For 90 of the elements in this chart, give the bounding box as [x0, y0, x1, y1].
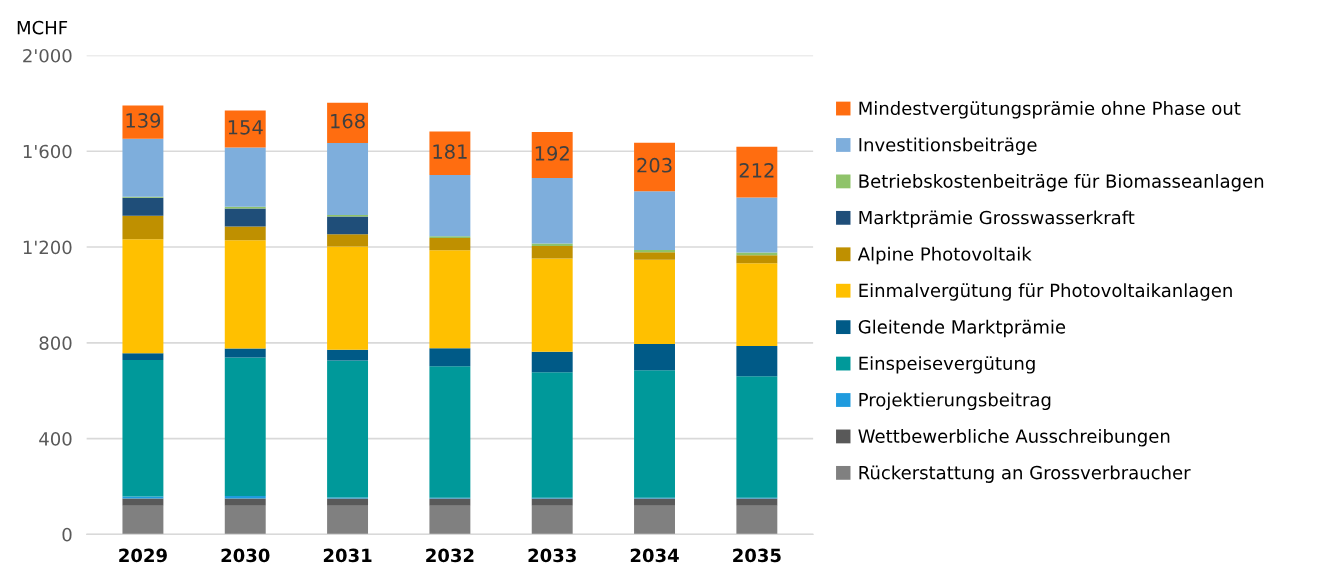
bar — [634, 498, 675, 506]
bar — [122, 239, 164, 354]
bar — [429, 505, 471, 535]
bar — [122, 138, 164, 197]
bar — [736, 197, 778, 253]
bar — [327, 102, 369, 143]
x-tick-label: 2034 — [630, 548, 679, 563]
bar — [634, 191, 675, 250]
bar — [122, 360, 164, 497]
bar — [122, 505, 164, 535]
bar — [224, 498, 266, 506]
bar — [122, 353, 164, 361]
x-tick-label: 2032 — [426, 548, 474, 563]
bar — [634, 252, 675, 260]
data-label: 154 — [228, 120, 263, 135]
legend-label: Mindestvergütungsprämie ohne Phase out — [859, 101, 1241, 119]
bar — [531, 243, 573, 247]
bar — [429, 250, 471, 349]
bar — [531, 132, 573, 179]
bar — [531, 178, 573, 244]
bar — [531, 246, 573, 259]
data-label: 139 — [126, 113, 161, 128]
legend-label: Investitionsbeiträge — [859, 137, 1037, 156]
bar — [531, 372, 573, 498]
bar — [634, 142, 675, 192]
bar — [429, 237, 471, 251]
bar — [531, 258, 573, 352]
x-tick-label: 2031 — [323, 548, 372, 563]
legend-label: Gleitende Marktprämie — [858, 319, 1066, 338]
bar — [429, 348, 471, 367]
x-tick-label: 2029 — [119, 548, 167, 563]
legend-label: Betriebskostenbeiträge für Biomasseanlagen — [859, 173, 1264, 192]
bar — [736, 376, 778, 498]
legend-label: Alpine Photovoltaik — [857, 246, 1032, 265]
legend-label: Wettbewerbliche Ausschreibungen — [858, 428, 1170, 447]
y-tick-label: 800 — [39, 336, 72, 350]
bar — [122, 197, 164, 216]
bar — [429, 131, 471, 175]
bar — [327, 234, 369, 247]
bar — [736, 498, 778, 506]
legend-label: Einmalvergütung für Photovoltaikanlagen — [859, 283, 1232, 301]
bar — [327, 216, 369, 235]
x-tick-label: 2035 — [733, 548, 781, 563]
data-label: 181 — [433, 144, 467, 159]
legend-label: Projektierungsbeitrag — [859, 392, 1051, 411]
y-tick-label: 2'000 — [23, 48, 72, 63]
bar — [224, 147, 266, 207]
bar — [531, 498, 573, 506]
y-tick-label: 0 — [62, 527, 72, 542]
bar — [327, 142, 369, 215]
y-tick-label: 400 — [39, 432, 72, 446]
bar — [634, 259, 675, 345]
bar — [736, 505, 778, 535]
bar — [634, 370, 675, 498]
bar — [327, 349, 369, 361]
x-tick-label: 2033 — [528, 548, 576, 563]
bar — [327, 246, 369, 350]
bar — [122, 498, 164, 506]
bar — [736, 255, 778, 264]
legend-label: Marktprämie Grosswasserkraft — [859, 210, 1135, 228]
y-tick-label: 1'200 — [23, 240, 72, 255]
bar — [224, 208, 266, 227]
bar — [224, 240, 266, 349]
data-label: 168 — [331, 113, 365, 129]
bar — [429, 498, 471, 506]
legend-label: Einspeisevergütung — [859, 356, 1035, 374]
data-label: 203 — [637, 157, 672, 173]
bar — [224, 357, 266, 497]
data-label: 212 — [739, 163, 774, 178]
legend-label: Rückerstattung an Grossverbraucher — [859, 465, 1191, 483]
y-tick-label: 1'600 — [23, 144, 72, 159]
data-label: 192 — [535, 146, 569, 161]
bar — [327, 498, 369, 506]
bar — [634, 505, 675, 535]
bar — [122, 215, 164, 240]
bar — [224, 226, 266, 241]
bar — [224, 348, 266, 358]
bar — [224, 505, 266, 535]
bar — [736, 146, 778, 198]
bar — [327, 505, 369, 535]
bar — [531, 351, 573, 373]
bar — [634, 344, 675, 371]
bar — [429, 366, 471, 498]
bar — [736, 263, 778, 346]
bar — [736, 345, 778, 377]
bar — [327, 360, 369, 498]
y-axis-title: MCHF — [17, 20, 68, 35]
x-tick-label: 2030 — [221, 548, 270, 563]
bar — [531, 505, 573, 535]
bar — [429, 174, 471, 237]
